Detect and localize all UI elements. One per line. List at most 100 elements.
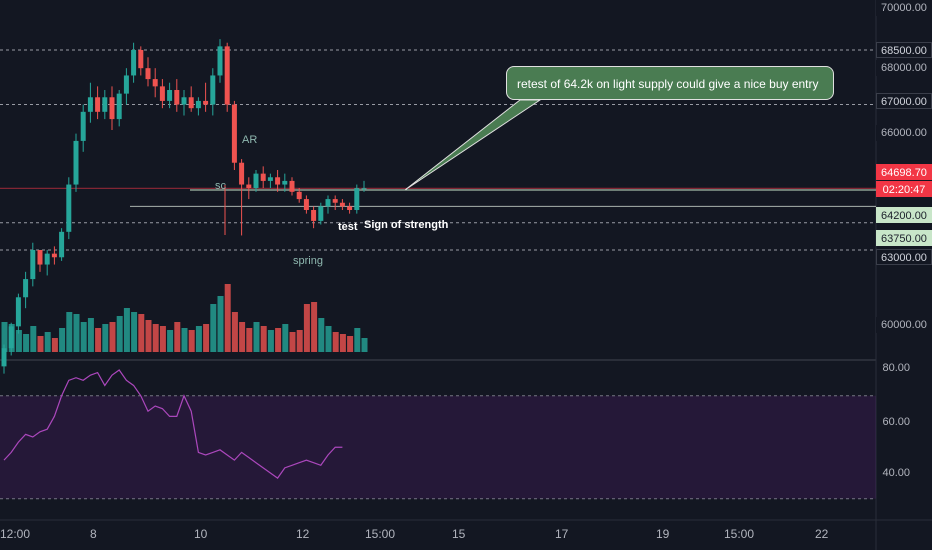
volume-bar <box>210 304 217 352</box>
x-tick: 17 <box>555 527 569 541</box>
volume-bar <box>260 326 267 352</box>
volume-bar <box>109 322 116 352</box>
annotation-spring: spring <box>293 255 323 267</box>
volume-bar <box>282 324 289 352</box>
candle-body <box>23 279 29 298</box>
candle-body <box>145 68 151 80</box>
x-tick: 10 <box>194 527 208 541</box>
volume-bar <box>131 312 138 352</box>
annotation-ar: AR <box>242 134 258 146</box>
volume-bar <box>44 332 51 352</box>
candle-body <box>239 162 245 185</box>
candle-body <box>231 104 237 163</box>
candle-body <box>167 90 173 101</box>
candle-body <box>102 97 108 112</box>
volume-bar <box>51 338 58 352</box>
volume-bar <box>246 328 253 352</box>
volume-bar <box>138 314 145 352</box>
price-label-60000: 60000.00 <box>876 317 932 333</box>
candle-body <box>123 75 129 94</box>
volume-bar <box>339 334 346 352</box>
callout-pointer <box>404 99 542 191</box>
candle-body <box>8 326 14 349</box>
price-label-63750: 63750.00 <box>876 230 932 246</box>
drawings <box>224 99 542 235</box>
candle-body <box>296 191 302 200</box>
volume-bar <box>15 330 22 352</box>
callout-box[interactable]: retest of 64.2k on light supply could gi… <box>506 66 834 100</box>
volume-bar <box>231 312 238 352</box>
volume-bar <box>167 330 174 352</box>
volume-bar <box>116 316 123 352</box>
volume-bar <box>30 326 37 352</box>
volume-bar <box>37 336 44 352</box>
candle-body <box>188 97 194 109</box>
candle-body <box>224 46 230 105</box>
x-tick: 8 <box>90 527 97 541</box>
candle-body <box>311 210 317 221</box>
rsi-label-40: 40.00 <box>882 467 910 479</box>
candle-body <box>203 100 209 105</box>
candle-body <box>80 111 86 141</box>
candle-body <box>59 231 65 258</box>
volume-bar <box>224 284 231 352</box>
candle-body <box>95 97 101 112</box>
candle-body <box>318 206 324 221</box>
volume-bar <box>80 322 87 352</box>
candle-body <box>44 253 50 265</box>
volume-bar <box>303 304 310 352</box>
volume-bar <box>347 336 354 352</box>
price-label-68500: 68500.00 <box>876 42 932 58</box>
volume-bar <box>188 330 195 352</box>
candle-body <box>66 184 72 232</box>
x-tick: 22 <box>815 527 829 541</box>
volume-bar <box>195 326 202 352</box>
volume-bar <box>311 302 318 352</box>
candle-body <box>174 90 180 105</box>
countdown-tag: 02:20:47 <box>876 181 932 197</box>
candle-body <box>30 250 36 280</box>
candle-body <box>339 202 345 207</box>
candle-body <box>267 177 273 181</box>
candle-body <box>210 75 216 105</box>
candle-body <box>73 140 79 185</box>
volume-bar <box>354 328 361 352</box>
price-levels <box>0 49 876 251</box>
rsi-line <box>3 369 343 479</box>
candle-body <box>159 86 165 101</box>
rsi-pane <box>0 369 876 500</box>
price-label-68000: 68000.00 <box>876 60 932 76</box>
candle-body <box>15 297 21 327</box>
rsi-band <box>0 395 876 499</box>
volume-bar <box>59 328 66 352</box>
volume-bar <box>296 330 303 352</box>
x-tick: 12 <box>296 527 310 541</box>
annotation-sign-of-strength: Sign of strength <box>364 219 449 231</box>
candle-body <box>275 177 281 185</box>
volume-bar <box>102 324 109 352</box>
candle-body <box>347 206 353 210</box>
candle-body <box>152 79 158 87</box>
volume-bar <box>332 332 339 352</box>
candle-body <box>303 199 309 210</box>
annotation-test: test <box>338 221 358 233</box>
volume-bar <box>152 324 159 352</box>
volume-bar <box>66 312 73 352</box>
candle-body <box>37 250 43 265</box>
price-label-66000: 66000.00 <box>876 125 932 141</box>
candle-body <box>195 100 201 109</box>
volume-bars <box>1 284 368 352</box>
candle-body <box>181 97 187 105</box>
price-label-67000: 67000.00 <box>876 93 932 109</box>
rsi-label-60: 60.00 <box>882 416 910 428</box>
volume-bar <box>217 296 224 352</box>
candle-body <box>138 50 144 69</box>
volume-bar <box>23 334 30 352</box>
volume-bar <box>95 328 102 352</box>
volume-bar <box>318 318 325 352</box>
volume-bar <box>267 330 274 352</box>
volume-bar <box>174 322 181 352</box>
x-tick: 15 <box>452 527 466 541</box>
volume-bar <box>159 326 166 352</box>
